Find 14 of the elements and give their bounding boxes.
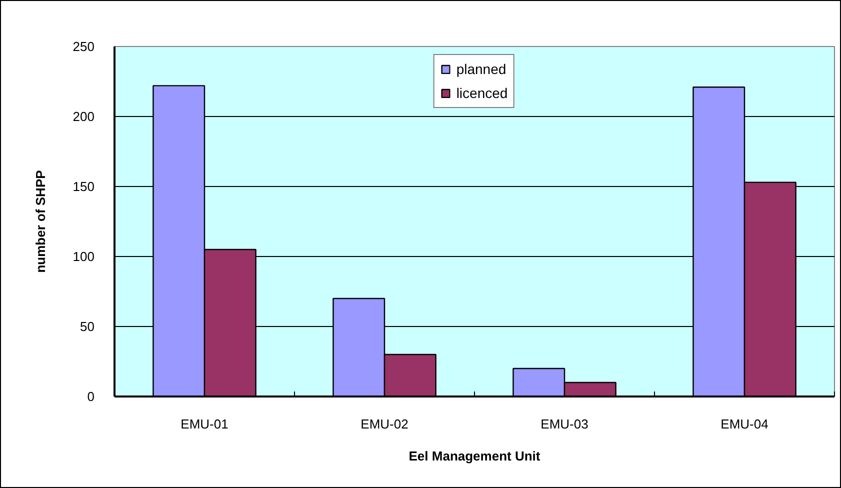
y-tick-label: 0	[87, 389, 95, 404]
y-tick-label: 200	[72, 109, 95, 124]
y-tick-label: 150	[72, 179, 95, 194]
legend-label: planned	[456, 61, 506, 77]
y-axis-title: number of SHPP	[32, 170, 48, 273]
y-tick-label: 250	[72, 39, 95, 54]
x-axis-title: Eel Management Unit	[408, 448, 541, 464]
x-tick-label: EMU-02	[360, 416, 408, 432]
y-tick-label: 100	[72, 249, 95, 264]
x-tick-label: EMU-04	[720, 416, 768, 432]
x-tick-label: EMU-03	[540, 416, 588, 432]
legend-label: licenced	[456, 85, 508, 101]
y-tick-label: 50	[80, 319, 95, 334]
x-tick-label: EMU-01	[180, 416, 228, 432]
